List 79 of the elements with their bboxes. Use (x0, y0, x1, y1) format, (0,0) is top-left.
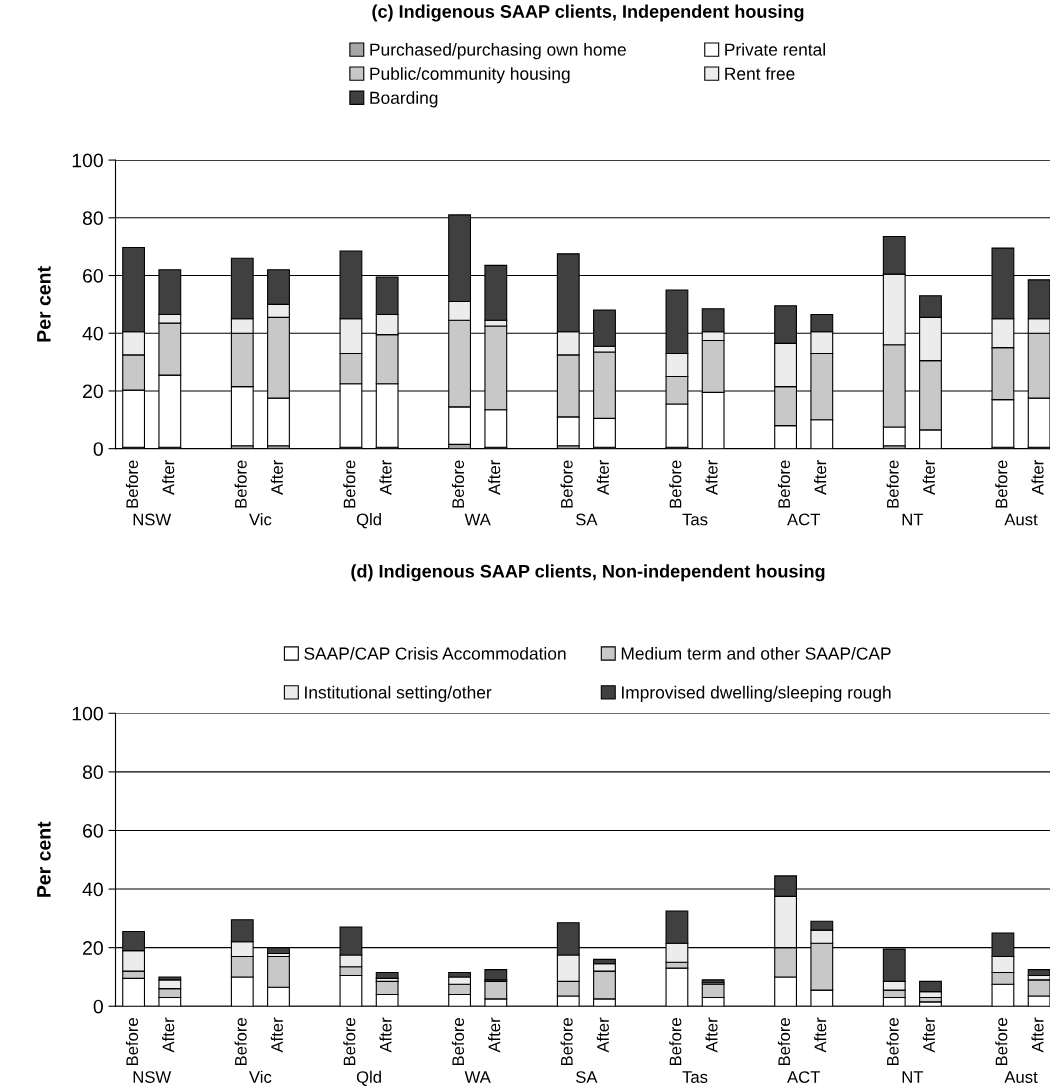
text: NT (902, 1071, 924, 1083)
x-tick-label: After (488, 460, 501, 495)
x-tick-label: Before (669, 1018, 682, 1066)
x-tick-label: Before (234, 460, 247, 508)
x-tick-label: Before (886, 1018, 899, 1066)
text: WA (464, 513, 491, 526)
x-tick-label: After (922, 460, 935, 495)
x-tick-label: After (1031, 460, 1044, 495)
text: Tas (682, 1071, 708, 1083)
text: Aust (1004, 1071, 1038, 1083)
legend-label: Rent free (725, 67, 795, 80)
x-tick-label: After (379, 1017, 392, 1053)
x-tick-label: After (922, 1017, 935, 1053)
x-tick-label: Before (995, 460, 1008, 508)
x-tick-label: Before (777, 460, 791, 508)
x-tick-label: After (596, 1017, 609, 1053)
text: ACT (787, 1071, 820, 1083)
x-tick-label: After (488, 1017, 501, 1053)
text: NSW (133, 513, 172, 526)
y-axis-title: Per cent (37, 266, 51, 342)
x-tick-label: Before (886, 460, 899, 508)
x-tick-label: Before (451, 1018, 465, 1066)
x-tick-label: After (1031, 1017, 1044, 1053)
text: Vic (249, 513, 272, 526)
legend-label: Boarding (370, 91, 438, 108)
x-tick-label: Before (451, 460, 465, 508)
y-tick-label: 0 (93, 999, 103, 1014)
x-tick-label: After (270, 1017, 283, 1053)
text: Qld (356, 1070, 381, 1086)
y-tick-label: 60 (83, 823, 103, 838)
text: Qld (356, 513, 381, 529)
x-tick-label: After (162, 1017, 175, 1053)
legend-label: Institutional setting/other (305, 685, 492, 702)
x-tick-label: Before (125, 1018, 139, 1066)
x-tick-label: Before (234, 1018, 247, 1066)
legend-label: Improvised dwelling/sleeping rough (622, 685, 891, 702)
x-tick-label: Before (343, 1018, 356, 1066)
chart-title: (c) Indigenous SAAP clients, Independent housing (372, 4, 804, 22)
y-tick-label: 20 (83, 941, 103, 955)
y-tick-label: 60 (83, 268, 103, 283)
text: NSW (133, 1071, 172, 1083)
x-tick-label: Before (125, 460, 139, 508)
x-tick-label: After (814, 1017, 827, 1053)
text: WA (464, 1071, 491, 1083)
x-tick-label: Before (560, 460, 573, 508)
x-tick-label: After (705, 1017, 718, 1053)
text: NT (902, 513, 924, 526)
legend-label: Public/community housing (370, 67, 570, 84)
y-axis-title: Per cent (37, 821, 51, 897)
x-tick-label: After (270, 460, 283, 495)
text: Aust (1004, 513, 1038, 526)
legend-label: Medium term and other SAAP/CAP (621, 646, 891, 660)
x-tick-label: After (379, 460, 392, 495)
y-tick-label: 100 (72, 153, 103, 168)
text: SA (576, 1071, 598, 1083)
y-tick-label: 40 (82, 326, 103, 341)
chart-title: (d) Indigenous SAAP clients, Non-independent housing (351, 564, 825, 582)
y-tick-label: 20 (83, 384, 103, 399)
text: ACT (787, 513, 820, 526)
y-tick-label: 80 (82, 765, 103, 780)
x-tick-label: Before (995, 1018, 1008, 1066)
x-tick-label: Before (343, 460, 356, 508)
text: Vic (249, 1070, 272, 1083)
y-tick-label: 40 (82, 882, 103, 897)
text: SA (576, 513, 598, 526)
legend-label: Private rental (725, 43, 825, 56)
y-tick-label: 80 (82, 211, 103, 226)
legend-label: SAAP/CAP Crisis Accommodation (304, 646, 566, 660)
text: Tas (682, 513, 708, 526)
x-tick-label: Before (777, 1018, 791, 1066)
x-tick-label: Before (560, 1018, 573, 1066)
x-tick-label: After (596, 460, 609, 495)
x-tick-label: After (162, 460, 175, 495)
y-tick-label: 0 (93, 442, 103, 456)
x-tick-label: After (705, 460, 718, 495)
y-tick-label: 100 (72, 706, 103, 721)
x-tick-label: Before (669, 460, 682, 508)
x-tick-label: After (814, 460, 827, 495)
legend-label: Purchased/purchasing own home (370, 43, 626, 60)
